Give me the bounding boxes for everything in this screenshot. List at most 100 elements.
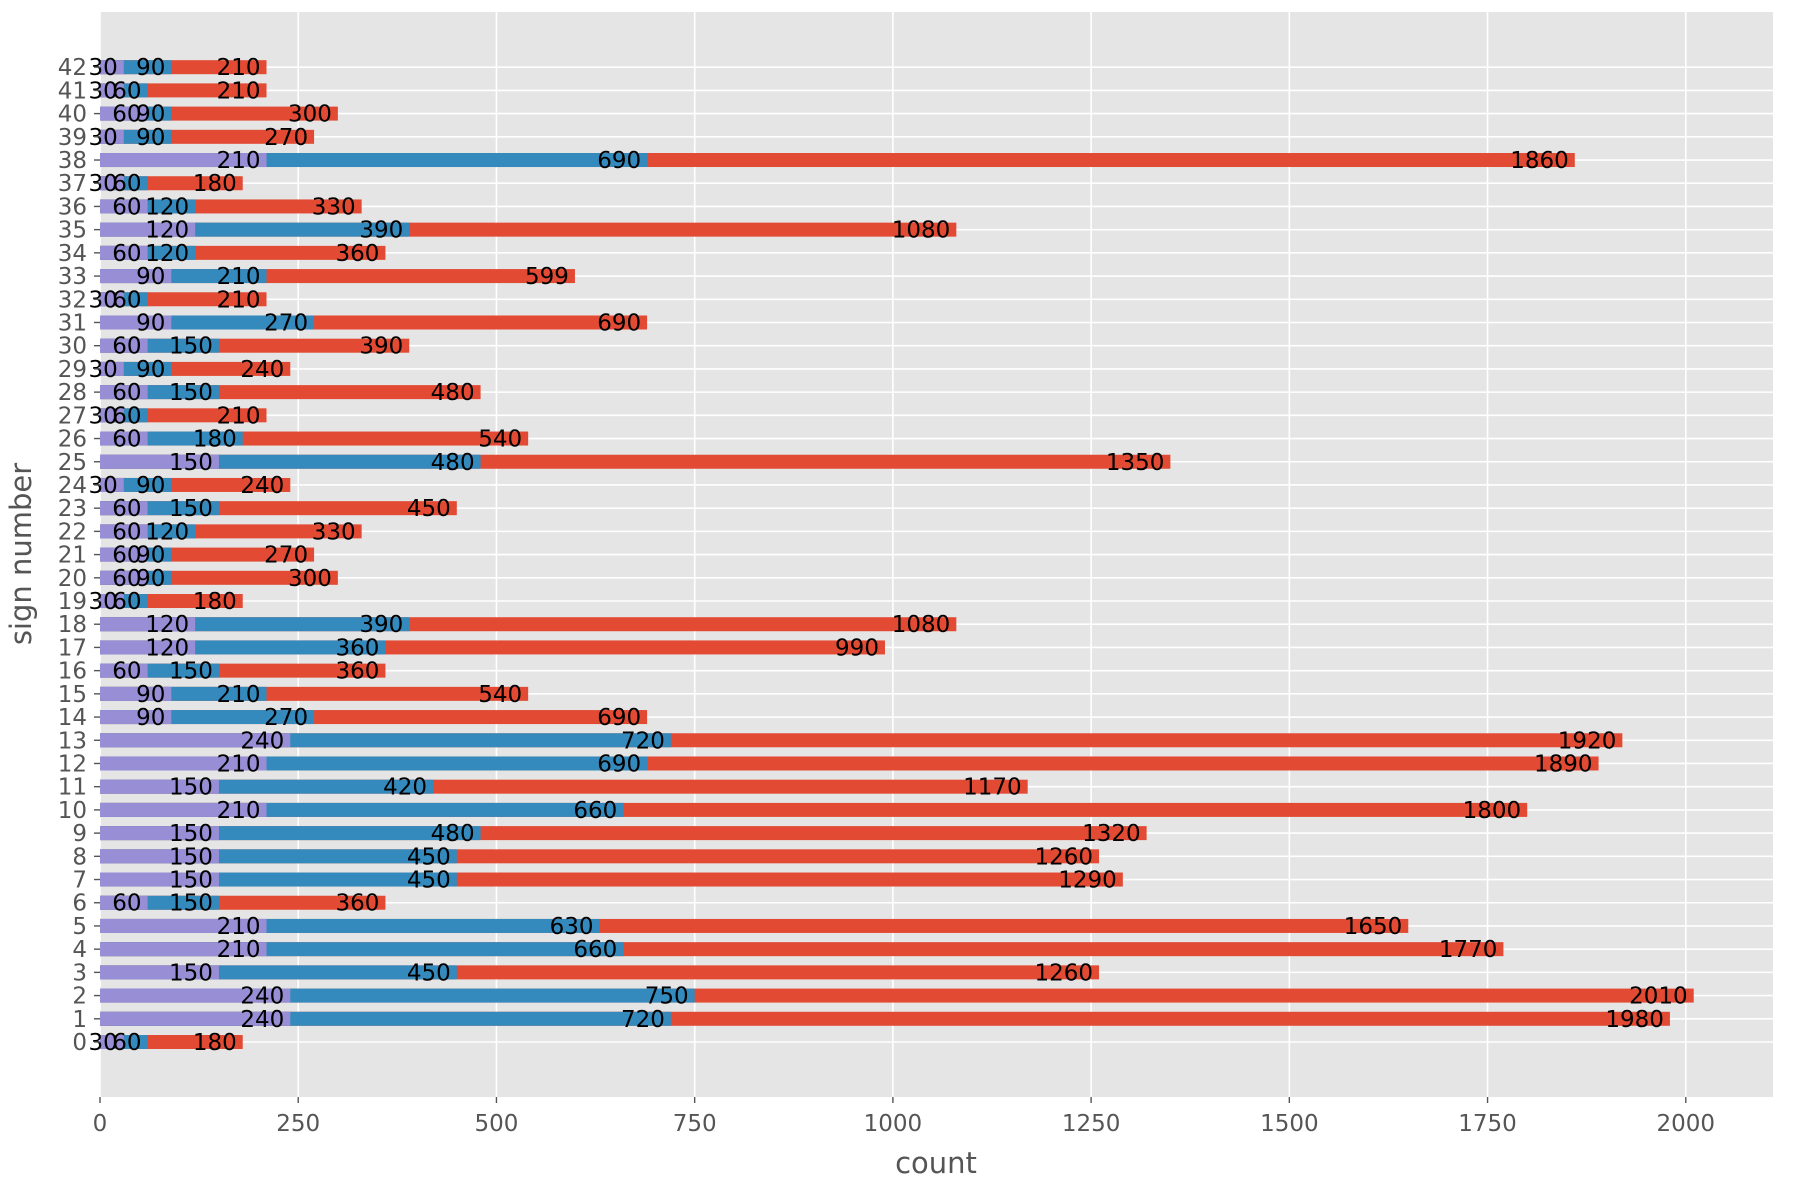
bar-value-label: 450 [407, 960, 451, 986]
bar-series-2 [100, 895, 148, 910]
x-tick-label: 1000 [864, 1111, 923, 1137]
y-tick-label: 20 [58, 566, 87, 592]
y-tick-label: 9 [72, 821, 87, 847]
bar-value-label: 990 [835, 635, 879, 661]
y-tick-label: 12 [58, 751, 87, 777]
bar-value-label: 630 [550, 914, 594, 940]
bar-value-label: 60 [112, 171, 141, 197]
bar-value-label: 210 [217, 682, 261, 708]
bar-series-2 [100, 245, 148, 260]
bar-value-label: 210 [217, 264, 261, 290]
y-tick-label: 19 [58, 589, 87, 615]
bar-value-label: 150 [169, 334, 213, 360]
bar-series-2 [100, 176, 124, 191]
bar-value-label: 690 [597, 751, 641, 777]
y-tick-label: 13 [58, 728, 87, 754]
bar-series-2 [100, 988, 291, 1003]
bar-value-label: 540 [478, 682, 522, 708]
bar-value-label: 240 [240, 473, 284, 499]
bar-value-label: 750 [645, 984, 689, 1010]
bar-value-label: 360 [336, 635, 380, 661]
bar-value-label: 390 [359, 218, 403, 244]
y-tick-label: 18 [58, 612, 87, 638]
bar-value-label: 30 [89, 78, 118, 104]
bar-value-label: 210 [217, 914, 261, 940]
bar-value-label: 390 [359, 334, 403, 360]
bar-series-2 [100, 686, 172, 701]
bar-series-2 [100, 1011, 291, 1026]
bar-value-label: 60 [112, 78, 141, 104]
bar-value-label: 30 [89, 1030, 118, 1056]
y-tick-label: 28 [58, 380, 87, 406]
y-tick-label: 41 [58, 78, 87, 104]
bar-value-label: 480 [431, 450, 475, 476]
y-tick-label: 29 [58, 357, 87, 383]
bar-series-2 [100, 153, 267, 168]
y-axis-label: sign number [4, 463, 38, 645]
bar-value-label: 180 [193, 1030, 237, 1056]
bar-value-label: 660 [573, 937, 617, 963]
bar-series-2 [100, 477, 124, 492]
bar-value-label: 240 [240, 984, 284, 1010]
y-tick-label: 25 [58, 450, 87, 476]
y-tick-label: 36 [58, 194, 87, 220]
bar-series-2 [100, 501, 148, 516]
bar-value-label: 30 [89, 125, 118, 151]
bar-value-label: 210 [217, 751, 261, 777]
bar-value-label: 180 [193, 171, 237, 197]
bar-series-2 [100, 60, 124, 75]
y-tick-label: 16 [58, 659, 87, 685]
y-tick-label: 2 [72, 984, 87, 1010]
bar-series-2 [100, 269, 172, 284]
y-axis-ticks: 0123456789101112131415161718192021222324… [58, 55, 100, 1056]
bar-value-label: 60 [112, 334, 141, 360]
bar-series-2 [100, 756, 267, 771]
bar-value-label: 90 [136, 55, 165, 81]
y-tick-label: 38 [58, 148, 87, 174]
bar-value-label: 720 [621, 728, 665, 754]
bar-value-label: 150 [169, 821, 213, 847]
bar-series-2 [100, 663, 148, 678]
bar-value-label: 2010 [1629, 984, 1688, 1010]
bar-value-label: 690 [597, 148, 641, 174]
bar-value-label: 60 [112, 496, 141, 522]
y-tick-label: 26 [58, 427, 87, 453]
bar-value-label: 30 [89, 171, 118, 197]
y-tick-label: 3 [72, 960, 87, 986]
y-tick-label: 31 [58, 310, 87, 336]
bar-value-label: 30 [89, 403, 118, 429]
bar-value-label: 30 [89, 473, 118, 499]
bar-value-label: 120 [145, 612, 189, 638]
y-tick-label: 33 [58, 264, 87, 290]
bar-series-2 [100, 779, 219, 794]
bar-series-2 [100, 361, 124, 376]
y-tick-label: 8 [72, 844, 87, 870]
bar-series-2 [100, 292, 124, 307]
bar-value-label: 150 [169, 450, 213, 476]
y-tick-label: 10 [58, 798, 87, 824]
bar-value-label: 60 [112, 589, 141, 615]
bar-value-label: 60 [112, 1030, 141, 1056]
x-tick-label: 0 [93, 1111, 108, 1137]
bar-value-label: 30 [89, 287, 118, 313]
bar-value-label: 1890 [1534, 751, 1593, 777]
bar-value-label: 90 [136, 264, 165, 290]
bar-value-label: 90 [136, 102, 165, 128]
bar-value-label: 30 [89, 589, 118, 615]
x-axis-ticks: 0 250 500 750 1000 1250 1500 1750 2000 [93, 1097, 1715, 1137]
y-tick-label: 7 [72, 868, 87, 894]
bar-value-label: 1770 [1439, 937, 1498, 963]
bar-value-label: 30 [89, 55, 118, 81]
bar-value-label: 60 [112, 241, 141, 267]
bar-value-label: 60 [112, 566, 141, 592]
x-tick-label: 2000 [1657, 1111, 1716, 1137]
bar-series-2 [100, 733, 291, 748]
bar-value-label: 120 [145, 519, 189, 545]
y-tick-label: 14 [58, 705, 87, 731]
bars [100, 60, 1694, 1049]
bar-series-2 [100, 594, 124, 609]
bar-value-label: 90 [136, 543, 165, 569]
bar-value-label: 90 [136, 705, 165, 731]
bar-value-label: 60 [112, 659, 141, 685]
y-tick-label: 0 [72, 1030, 87, 1056]
